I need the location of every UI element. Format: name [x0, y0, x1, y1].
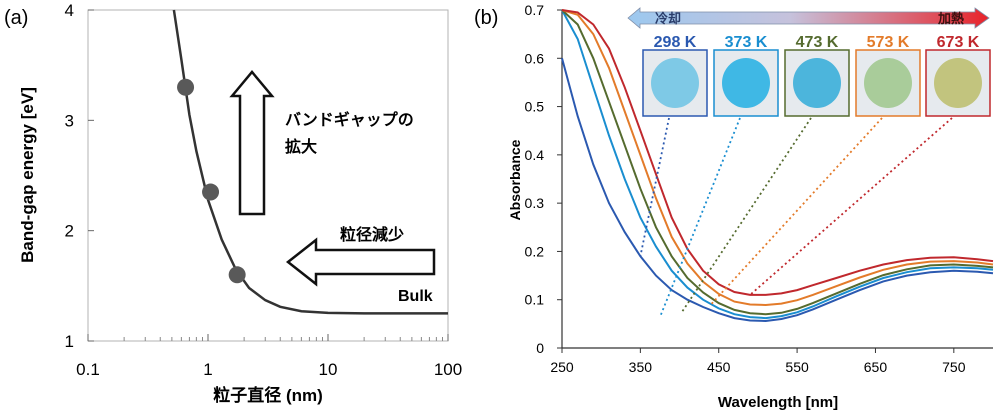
photo-connector-lines [639, 117, 953, 318]
panel-a-points [177, 78, 246, 284]
panel-a-data-point [202, 183, 220, 201]
panel-b: (b) 250 350 450 550 650 750 0 0.1 0.2 0.3 0.4 0.5 0.… [474, 2, 994, 411]
panel-b-ytick-label: 0.5 [525, 99, 545, 115]
temperature-label: 373 K [725, 34, 768, 51]
panel-a-ytick-label: 3 [65, 111, 74, 130]
arrow-left-icon [285, 237, 436, 287]
panel-b-ytick-label: 0.1 [525, 292, 545, 308]
panel-a-data-point [228, 266, 246, 284]
photo-connector-line [710, 117, 883, 306]
temperature-label: 473 K [796, 34, 839, 51]
temperature-gradient-arrow-icon [627, 7, 990, 29]
panel-a-label: (a) [4, 7, 28, 29]
panel-a-xlabel: 粒子直径 (nm) [213, 385, 323, 405]
heat-label: 加熱 [937, 11, 964, 26]
panel-b-ylabel: Absorbance [507, 139, 523, 220]
panel-b-ytick-label: 0.4 [525, 147, 545, 163]
panel-a-ytick-label: 2 [65, 222, 74, 241]
arrow-up-label-line2: 拡大 [285, 137, 317, 156]
spectrum-line [561, 9, 994, 296]
panel-b-label: (b) [474, 7, 498, 29]
temperature-label: 298 K [654, 34, 697, 51]
panel-a-plot-frame [87, 9, 449, 342]
panel-b-ytick-label: 0 [536, 340, 544, 356]
sample-photo-icon [651, 58, 699, 108]
temperature-label: 673 K [937, 34, 980, 51]
panel-b-ytick-label: 0.6 [525, 50, 545, 66]
panel-b-xtick-label: 650 [864, 359, 888, 375]
spectrum-line [561, 9, 994, 316]
photo-connector-line [659, 117, 741, 318]
panel-b-ytick-label: 0.3 [525, 195, 545, 211]
cool-label: 冷却 [655, 11, 681, 26]
panel-a-xtick-label: 0.1 [76, 360, 100, 379]
photo-connector-line [749, 117, 953, 296]
panel-a-ytick-label: 4 [65, 1, 74, 20]
panel-b-xtick-label: 550 [785, 359, 809, 375]
panel-a-ytick-label: 1 [65, 332, 74, 351]
panel-b-ytick-label: 0.2 [525, 243, 545, 259]
panel-b-xlabel: Wavelength [nm] [718, 394, 838, 411]
panel-a-xtick-label: 1 [203, 360, 212, 379]
panel-b-xtick-label: 250 [550, 359, 574, 375]
panel-b-axes: 250 350 450 550 650 750 0 0.1 0.2 0.3 0.4 0.5 0.6 0.7 [525, 2, 993, 375]
sample-photo-icon [934, 58, 982, 108]
arrow-up-icon [229, 70, 275, 216]
temperature-label: 573 K [867, 34, 910, 51]
sample-photo-icon [864, 58, 912, 108]
panel-b-xtick-label: 350 [629, 359, 653, 375]
spectrum-line [561, 58, 994, 323]
panel-a-xtick-label: 100 [434, 360, 462, 379]
arrow-up-label-line1: バンドギャップの [285, 110, 414, 129]
arrow-left-label: 粒径減少 [340, 225, 404, 244]
panel-a-bandgap-curve [172, 9, 448, 315]
photo-connector-line [639, 117, 670, 257]
panel-b-xtick-label: 750 [942, 359, 966, 375]
sample-photo-icon [793, 58, 841, 108]
panel-a-xtick-label: 10 [319, 360, 338, 379]
panel-b-xtick-label: 450 [707, 359, 731, 375]
bulk-label: Bulk [398, 288, 433, 305]
spectrum-line [561, 9, 994, 320]
sample-photo-icon [722, 58, 770, 108]
spectrum-line [561, 9, 994, 307]
panel-b-ytick-label: 0.7 [525, 2, 545, 18]
panel-b-spectra [561, 9, 994, 323]
panel-a-data-point [177, 78, 195, 96]
panel-a-ylabel: Band-gap energy [eV] [18, 87, 37, 263]
photo-connector-line [680, 117, 812, 314]
temperature-photo-legend: 298 K 373 K 473 K 573 K 673 K [642, 34, 991, 117]
